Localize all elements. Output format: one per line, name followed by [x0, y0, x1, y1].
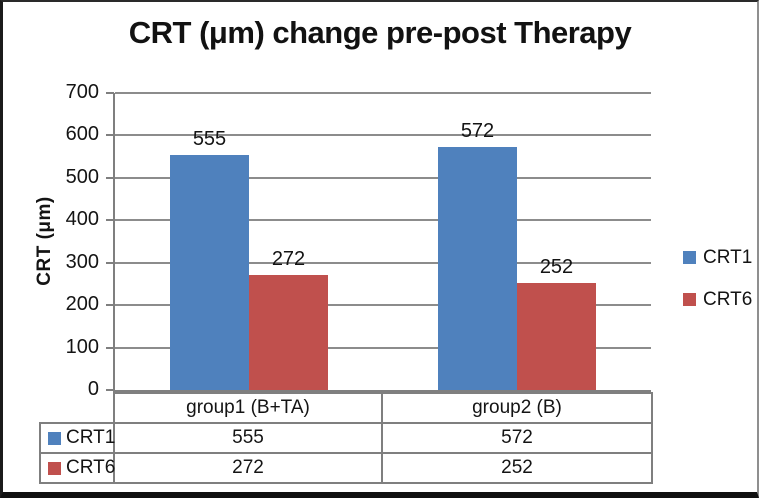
legend-entry-crt1: CRT1: [683, 248, 752, 267]
y-axis-tick-100: [106, 346, 114, 349]
table-border-right: [651, 392, 653, 484]
bar-crt1-cat2: [438, 147, 517, 390]
gridline-500: [115, 176, 651, 179]
legend-label-crt1: CRT1: [703, 247, 753, 268]
y-axis-tick-300: [106, 261, 114, 264]
table-border-mid-col: [381, 392, 383, 484]
table-cell-crt1-group1: 555: [232, 427, 264, 448]
bar-value-label-crt1-cat1: 555: [192, 127, 227, 150]
bar-crt6-cat1: [249, 274, 328, 390]
y-tick-label-600: 600: [65, 123, 99, 146]
table-cell-crt6-group1: 272: [232, 457, 264, 478]
y-axis-tick-700: [106, 92, 114, 94]
y-tick-label-400: 400: [65, 208, 99, 231]
bar-value-label-crt1-cat2: 572: [460, 120, 495, 143]
gridline-400: [115, 219, 651, 222]
table-border-bottom: [39, 482, 653, 484]
table-border-axis-col: [113, 392, 115, 484]
y-axis-tick-500: [106, 176, 114, 179]
gridline-600: [115, 134, 651, 137]
y-tick-label-700: 700: [65, 81, 99, 103]
bar-value-label-crt6-cat2: 252: [539, 256, 574, 279]
legend-entry-crt6: CRT6: [683, 290, 752, 309]
bar-value-label-crt6-cat1: 272: [271, 247, 306, 270]
table-row-label-crt1-text: CRT1: [66, 427, 116, 448]
table-cell-crt1-group2: 572: [501, 427, 533, 448]
y-axis-tick-200: [106, 304, 114, 307]
y-tick-label-200: 200: [65, 293, 99, 316]
legend-swatch-crt1-icon: [683, 251, 696, 264]
table-row-label-crt6-text: CRT6: [66, 457, 116, 478]
gridline-200: [115, 304, 651, 307]
legend-label-crt6: CRT6: [703, 289, 753, 310]
y-tick-label-0: 0: [87, 378, 99, 400]
legend-swatch-crt6-icon: [683, 293, 696, 306]
table-header-group1: group1 (B+TA): [186, 397, 310, 418]
y-axis-tick-400: [106, 219, 114, 222]
table-row-label-crt6: CRT6: [41, 454, 116, 482]
y-axis-tick-0: [106, 389, 114, 391]
bar-crt1-cat1: [170, 154, 249, 390]
table-header-group2: group2 (B): [472, 397, 562, 418]
y-axis-tick-600: [106, 134, 114, 137]
plot-area: 555 572 272 252: [113, 92, 651, 392]
table-swatch-crt6-icon: [48, 461, 61, 475]
y-tick-label-300: 300: [65, 250, 99, 273]
table-border-left: [39, 422, 41, 484]
table-row-label-crt1: CRT1: [41, 424, 116, 452]
gridline-300: [115, 261, 651, 264]
y-tick-label-100: 100: [65, 335, 99, 358]
table-border-top: [113, 392, 653, 394]
y-tick-label-500: 500: [65, 165, 99, 188]
gridline-100: [115, 346, 651, 349]
chart-title: CRT (μm) change pre-post Therapy: [128, 15, 632, 50]
table-swatch-crt1-icon: [48, 431, 61, 445]
table-border-row1: [39, 422, 653, 424]
table-cell-crt6-group2: 252: [501, 457, 533, 478]
table-border-row2: [39, 452, 653, 454]
legend: CRT1 CRT6: [683, 2, 757, 492]
gridline-700: [115, 92, 651, 94]
bar-crt6-cat2: [517, 283, 596, 390]
